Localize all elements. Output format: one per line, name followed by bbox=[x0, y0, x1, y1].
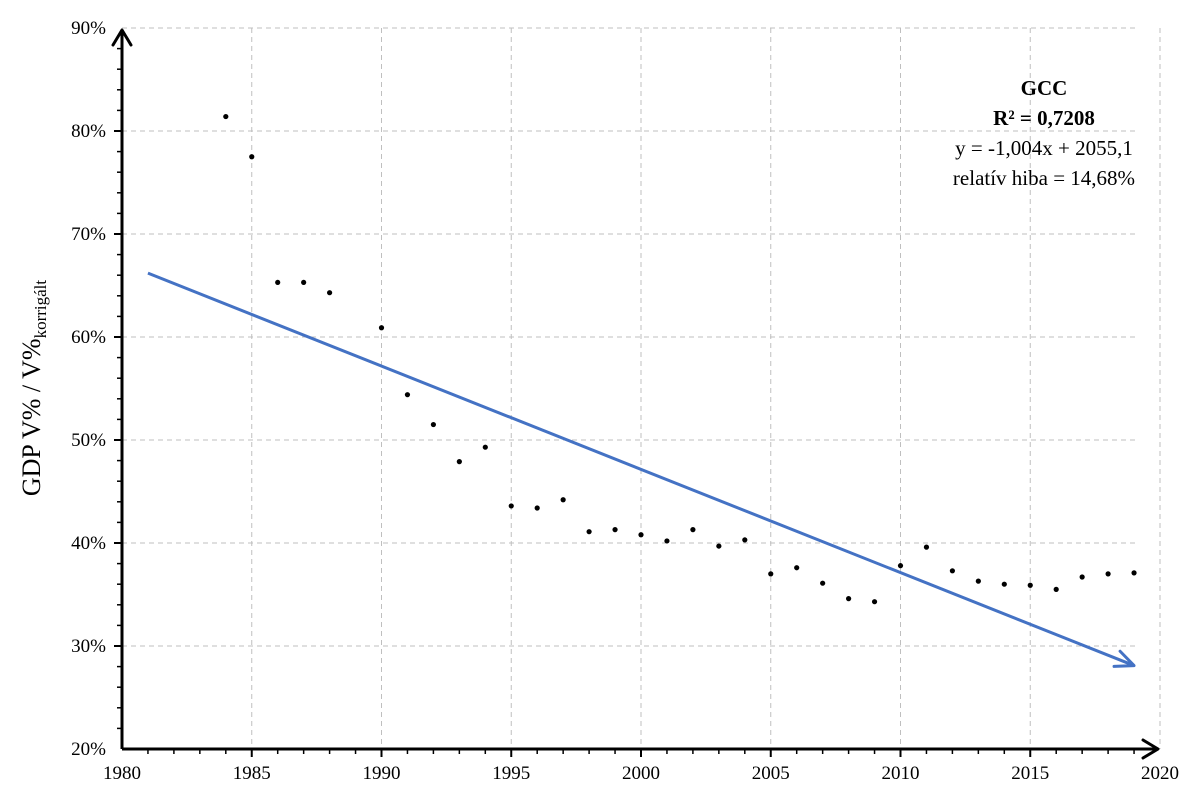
data-point bbox=[742, 537, 748, 543]
data-point bbox=[301, 279, 307, 286]
trendline-group bbox=[147, 271, 1136, 668]
data-point bbox=[249, 154, 255, 160]
data-point bbox=[716, 543, 722, 549]
y-tick-label: 90% bbox=[71, 18, 106, 39]
x-tick-label: 1990 bbox=[363, 763, 401, 784]
trendline bbox=[147, 271, 1135, 667]
y-axis-label-subscript: korrigált bbox=[31, 280, 50, 339]
x-axis-arrowhead bbox=[1141, 738, 1160, 760]
data-point bbox=[975, 578, 981, 584]
data-point bbox=[949, 568, 956, 574]
data-point bbox=[1001, 581, 1007, 587]
data-point bbox=[897, 563, 904, 569]
data-point bbox=[664, 538, 670, 544]
data-point bbox=[1027, 582, 1033, 588]
y-tick-label: 80% bbox=[71, 121, 106, 142]
annotation-box: GCC R² = 0,7208 y = -1,004x + 2055,1 rel… bbox=[953, 76, 1135, 190]
data-point bbox=[1053, 586, 1059, 592]
x-tick-label: 2005 bbox=[752, 763, 790, 784]
y-axis-arrowhead bbox=[111, 28, 133, 47]
data-point bbox=[1131, 570, 1137, 576]
x-tick-label: 1985 bbox=[233, 763, 271, 784]
data-point bbox=[223, 113, 229, 120]
data-point bbox=[378, 325, 385, 331]
y-tick-labels: 20% 30% 40% 50% 60% 70% 80% 90% bbox=[71, 18, 106, 760]
data-point bbox=[1105, 571, 1111, 577]
data-point bbox=[846, 596, 852, 602]
y-tick-label: 50% bbox=[71, 430, 106, 451]
data-point bbox=[586, 529, 592, 535]
data-point bbox=[820, 580, 826, 586]
data-point bbox=[508, 503, 514, 509]
x-tick-label: 2020 bbox=[1141, 763, 1179, 784]
y-tick-label: 30% bbox=[71, 636, 106, 657]
data-point bbox=[404, 392, 411, 398]
data-point bbox=[275, 279, 281, 286]
data-point bbox=[612, 527, 618, 533]
annotation-equation: y = -1,004x + 2055,1 bbox=[955, 136, 1133, 160]
y-axis-label-main: GDP V% / V% bbox=[17, 338, 46, 496]
y-tick-label: 40% bbox=[71, 533, 106, 554]
data-point bbox=[794, 565, 800, 571]
annotation-r-squared: R² = 0,7208 bbox=[993, 106, 1095, 130]
y-tick-label: 70% bbox=[71, 224, 106, 245]
data-point bbox=[638, 532, 644, 538]
x-tick-label: 2015 bbox=[1011, 763, 1049, 784]
x-tick-label: 1980 bbox=[103, 763, 141, 784]
annotation-relative-error: relatív hiba = 14,68% bbox=[953, 166, 1135, 190]
data-point bbox=[1079, 574, 1085, 580]
data-point bbox=[871, 599, 878, 605]
annotation-title: GCC bbox=[1021, 76, 1068, 100]
y-tick-label: 20% bbox=[71, 739, 106, 760]
data-point bbox=[534, 505, 540, 511]
data-point bbox=[560, 497, 566, 503]
trendline-arrowhead bbox=[1112, 649, 1136, 668]
x-tick-label: 1995 bbox=[492, 763, 530, 784]
data-point bbox=[327, 290, 333, 296]
y-axis-label: GDP V% / V%korrigált bbox=[17, 280, 50, 497]
data-point bbox=[768, 571, 774, 577]
axes bbox=[111, 28, 1160, 760]
data-point bbox=[690, 527, 696, 533]
data-points bbox=[223, 113, 1137, 605]
gridlines bbox=[122, 27, 1161, 749]
data-point bbox=[456, 459, 462, 465]
data-point bbox=[430, 421, 436, 428]
data-point bbox=[482, 444, 488, 450]
x-tick-label: 2010 bbox=[882, 763, 920, 784]
data-point bbox=[923, 544, 930, 550]
x-tick-label: 2000 bbox=[622, 763, 660, 784]
x-tick-labels: 1980 1985 1990 1995 2000 2005 2010 2015 2020 bbox=[103, 763, 1179, 784]
y-tick-label: 60% bbox=[71, 327, 106, 348]
